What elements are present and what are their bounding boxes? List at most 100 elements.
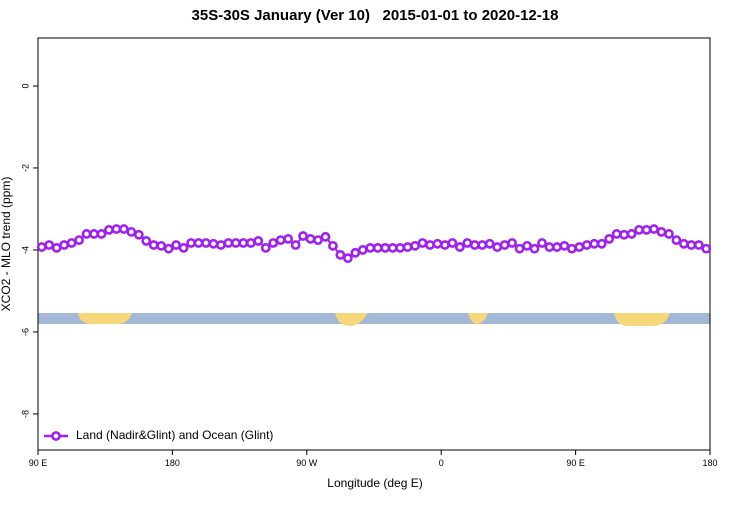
- data-point: [74, 235, 84, 246]
- data-point: [141, 236, 152, 246]
- chart-title: 35S-30S January (Ver 10) 2015-01-01 to 2…: [192, 7, 559, 24]
- x-tick-label: 0: [439, 458, 444, 468]
- data-point: [596, 238, 607, 249]
- data-point: [432, 238, 443, 249]
- data-point: [619, 229, 630, 240]
- data-point: [417, 238, 428, 248]
- data-point: [193, 238, 204, 248]
- x-axis-label: Longitude (deg E): [327, 476, 422, 490]
- data-point: [626, 229, 637, 239]
- y-tick-label: -4: [20, 246, 30, 254]
- data-point: [454, 242, 465, 252]
- data-point: [148, 240, 159, 250]
- data-point: [268, 238, 279, 248]
- data-point: [51, 242, 62, 253]
- data-point: [126, 227, 137, 237]
- y-tick-label: -6: [20, 328, 30, 336]
- data-point: [552, 242, 562, 252]
- data-point: [178, 242, 189, 253]
- data-point: [559, 240, 570, 251]
- data-point: [410, 240, 420, 251]
- data-point: [514, 243, 525, 254]
- data-point: [283, 233, 294, 244]
- data-point: [36, 242, 47, 252]
- y-tick-label: -8: [20, 410, 30, 418]
- data-point: [641, 224, 652, 235]
- data-point: [44, 240, 55, 250]
- x-tick-label: 180: [702, 458, 717, 468]
- ocean-band: [38, 313, 710, 324]
- y-axis-label: XCO2 - MLO trend (ppm): [0, 177, 13, 312]
- data-point: [425, 240, 435, 250]
- data-point: [522, 240, 532, 251]
- data-point: [313, 235, 323, 246]
- land-patch: [614, 313, 670, 326]
- data-point: [253, 236, 264, 246]
- data-point: [96, 229, 107, 239]
- data-point: [462, 238, 473, 248]
- data-point: [477, 240, 488, 250]
- data-point: [201, 238, 211, 248]
- data-point: [238, 238, 249, 248]
- y-tick-label: 0: [20, 83, 30, 88]
- data-point: [111, 224, 122, 234]
- land-mask: [38, 313, 710, 326]
- data-point: [335, 249, 346, 260]
- legend-marker: [51, 431, 61, 441]
- data-point: [171, 240, 182, 250]
- data-point: [686, 240, 697, 250]
- data-point: [656, 227, 667, 237]
- data-point: [223, 238, 234, 248]
- data-point: [678, 238, 689, 249]
- data-point: [245, 238, 256, 248]
- land-patch: [468, 313, 488, 324]
- data-point: [604, 233, 615, 244]
- data-point: [649, 224, 659, 234]
- data-point: [59, 240, 70, 250]
- data-point: [298, 231, 308, 241]
- data-point: [693, 240, 704, 250]
- data-point: [260, 242, 271, 253]
- data-point: [163, 243, 174, 254]
- data-point: [275, 235, 286, 246]
- data-point: [372, 242, 383, 253]
- data-point: [566, 243, 577, 254]
- data-point: [634, 224, 644, 235]
- land-patch: [335, 313, 368, 326]
- data-point: [66, 238, 77, 248]
- data-point: [484, 238, 495, 249]
- data-point: [320, 231, 331, 242]
- data-point: [186, 238, 196, 248]
- data-point: [328, 240, 338, 251]
- data-point: [81, 229, 92, 239]
- legend-label: Land (Nadir&Glint) and Ocean (Glint): [76, 428, 273, 442]
- data-point: [574, 242, 585, 252]
- data-point: [529, 243, 540, 254]
- data-point: [104, 224, 114, 235]
- data-point: [357, 245, 368, 255]
- data-point: [156, 240, 167, 251]
- data-point: [365, 242, 376, 253]
- data-point: [507, 238, 518, 248]
- data-point: [469, 240, 480, 250]
- data-point: [342, 253, 353, 264]
- data-point: [380, 242, 391, 253]
- data-point: [447, 238, 458, 248]
- data-point: [537, 238, 547, 248]
- data-point: [387, 242, 398, 253]
- plot-frame: [37, 37, 711, 451]
- land-patch: [78, 313, 132, 324]
- data-point: [216, 240, 226, 250]
- data-point: [611, 229, 622, 239]
- x-tick-label: 180: [165, 458, 180, 468]
- y-tick-label: -2: [20, 164, 30, 172]
- data-point: [305, 233, 316, 244]
- data-point: [701, 243, 712, 254]
- x-tick-label: 90 E: [566, 458, 585, 468]
- data-point: [133, 229, 144, 240]
- data-point: [118, 224, 129, 234]
- data-point: [671, 235, 682, 246]
- data-point: [492, 242, 503, 252]
- data-point: [440, 240, 450, 250]
